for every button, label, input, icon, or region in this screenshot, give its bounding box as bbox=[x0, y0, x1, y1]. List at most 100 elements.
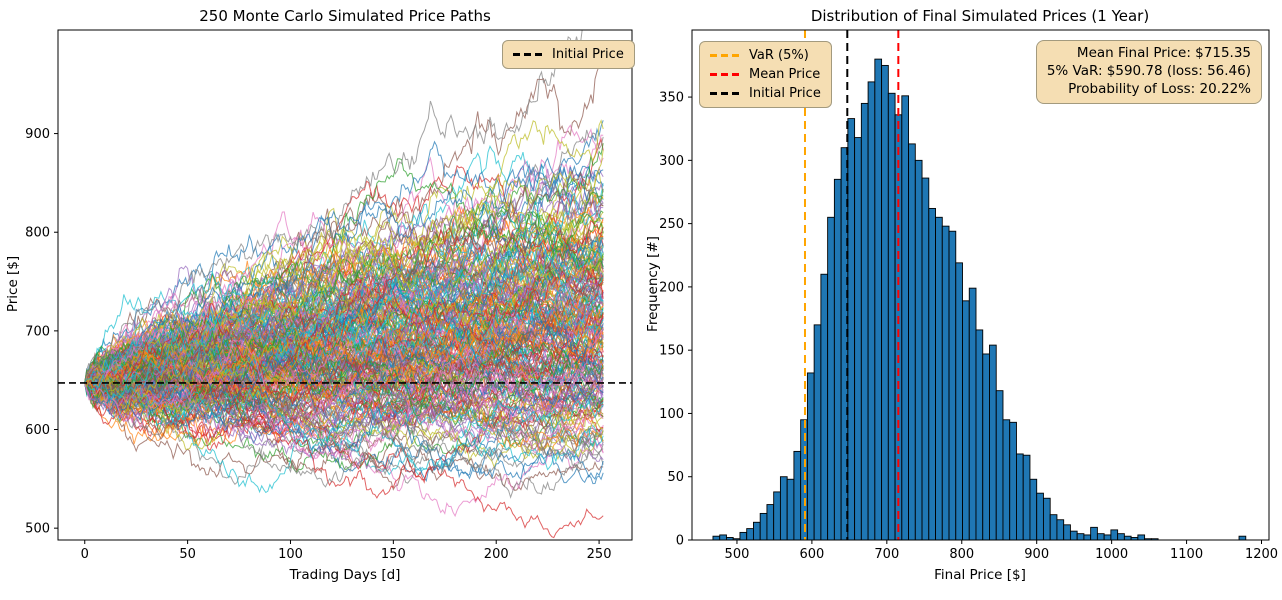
histogram-bar bbox=[773, 491, 781, 541]
mean-price-dash-icon bbox=[710, 73, 740, 76]
right-y-tick-label: 300 bbox=[659, 154, 684, 169]
histogram-bar bbox=[1083, 534, 1092, 541]
right-x-tick-label: 900 bbox=[1024, 547, 1049, 562]
price-path bbox=[84, 163, 604, 405]
right-y-axis-label: Frequency [#] bbox=[645, 236, 661, 332]
histogram-bar bbox=[1029, 478, 1038, 541]
right-y-tick-label: 150 bbox=[659, 344, 684, 359]
left-y-tick-label: 500 bbox=[25, 522, 50, 537]
left-x-tick-label: 250 bbox=[587, 547, 612, 562]
legend-row-mean-price: Mean Price bbox=[710, 65, 821, 84]
price-path bbox=[84, 245, 604, 400]
legend-label-initial-price-hist: Initial Price bbox=[749, 86, 821, 101]
left-x-tick-label: 150 bbox=[381, 547, 406, 562]
left-x-tick-label: 100 bbox=[278, 547, 303, 562]
left-x-tick-label: 50 bbox=[179, 547, 196, 562]
mean-final-price-text: Mean Final Price: $715.35 bbox=[1076, 45, 1251, 61]
right-x-tick-label: 500 bbox=[725, 547, 750, 562]
histogram-bar bbox=[786, 478, 795, 541]
right-y-tick-label: 100 bbox=[659, 407, 684, 422]
right-x-tick-label: 600 bbox=[799, 547, 824, 562]
price-path bbox=[84, 373, 604, 445]
legend-label-mean-price: Mean Price bbox=[749, 67, 821, 82]
histogram-bar bbox=[753, 521, 761, 541]
left-y-tick-label: 800 bbox=[25, 226, 50, 241]
histogram-bar bbox=[1069, 530, 1078, 541]
right-x-tick-label: 1200 bbox=[1245, 547, 1278, 562]
histogram-bar bbox=[1076, 533, 1085, 541]
var-dash-icon bbox=[710, 54, 740, 57]
legend-row-initial-price: Initial Price bbox=[513, 45, 624, 64]
histogram-bar bbox=[1016, 453, 1024, 541]
histogram-bar bbox=[1056, 519, 1065, 541]
histogram-bar bbox=[759, 512, 768, 541]
histogram-bar bbox=[712, 535, 721, 541]
histogram-bars-group bbox=[712, 58, 1247, 541]
price-path bbox=[84, 275, 604, 400]
price-path bbox=[84, 382, 604, 449]
price-path bbox=[84, 264, 604, 391]
histogram-bar bbox=[941, 225, 950, 541]
price-path bbox=[84, 323, 604, 431]
price-path bbox=[84, 209, 604, 411]
left-x-axis-label: Trading Days [d] bbox=[289, 567, 401, 583]
right-x-tick-label: 700 bbox=[874, 547, 899, 562]
left-plot-frame bbox=[57, 29, 633, 541]
left-x-tick-label: 0 bbox=[81, 547, 89, 562]
histogram-bar bbox=[813, 324, 822, 541]
price-path bbox=[84, 305, 604, 449]
histogram-bar bbox=[887, 92, 896, 541]
price-path bbox=[84, 335, 604, 426]
histogram-bar bbox=[1090, 526, 1098, 541]
price-paths-group bbox=[84, 30, 604, 539]
left-y-tick-label: 700 bbox=[25, 324, 50, 339]
initial-price-legend: Initial Price bbox=[502, 40, 635, 69]
right-x-axis-label: Final Price [$] bbox=[934, 567, 1026, 583]
histogram-bar bbox=[827, 216, 835, 541]
histogram-bar bbox=[914, 159, 923, 541]
histogram-bar bbox=[739, 531, 748, 541]
price-path bbox=[84, 292, 604, 420]
histogram-bar bbox=[820, 273, 829, 541]
var-loss-text: 5% VaR: $590.78 (loss: 56.46) bbox=[1046, 62, 1251, 79]
left-y-tick-label: 600 bbox=[25, 423, 50, 438]
left-y-tick-label: 900 bbox=[25, 127, 50, 142]
right-y-tick-label: 0 bbox=[676, 534, 684, 549]
histogram-bar bbox=[746, 528, 754, 541]
price-path bbox=[84, 319, 604, 416]
histogram-bar bbox=[968, 287, 977, 541]
histogram-bar bbox=[1103, 534, 1112, 541]
right-y-tick-label: 350 bbox=[659, 91, 684, 106]
histogram-bar bbox=[719, 534, 727, 541]
histogram-bar bbox=[955, 262, 963, 541]
price-path bbox=[84, 323, 604, 429]
histogram-bar bbox=[874, 58, 883, 541]
stats-annotation: Mean Final Price: $715.35 5% VaR: $590.7… bbox=[1035, 40, 1262, 104]
histogram-bar bbox=[860, 102, 869, 541]
histogram-bar bbox=[1096, 533, 1105, 541]
left-x-tick-label: 200 bbox=[484, 547, 509, 562]
histogram-bar bbox=[928, 207, 936, 541]
right-chart-title: Distribution of Final Simulated Prices (… bbox=[810, 7, 1150, 25]
price-path bbox=[84, 220, 604, 425]
initial-price-dash-icon bbox=[513, 53, 543, 56]
right-y-tick-label: 250 bbox=[659, 217, 684, 232]
histogram-bar bbox=[833, 178, 842, 541]
legend-row-initial-price-hist: Initial Price bbox=[710, 84, 821, 103]
right-x-tick-label: 1000 bbox=[1095, 547, 1128, 562]
histogram-bar bbox=[995, 390, 1004, 541]
price-path bbox=[84, 119, 604, 384]
histogram-bar bbox=[847, 118, 856, 541]
histogram-bar bbox=[854, 137, 862, 541]
probability-of-loss-text: Probability of Loss: 20.22% bbox=[1068, 80, 1251, 97]
legend-label-initial-price: Initial Price bbox=[552, 47, 624, 62]
price-path bbox=[84, 381, 604, 473]
histogram-bar bbox=[1117, 533, 1125, 541]
histogram-bar bbox=[1137, 534, 1146, 541]
histogram-bar bbox=[1042, 497, 1051, 541]
histogram-bar bbox=[901, 95, 910, 541]
price-path bbox=[84, 270, 604, 406]
histogram-bar bbox=[1110, 529, 1119, 541]
histogram-bar bbox=[1009, 421, 1017, 541]
